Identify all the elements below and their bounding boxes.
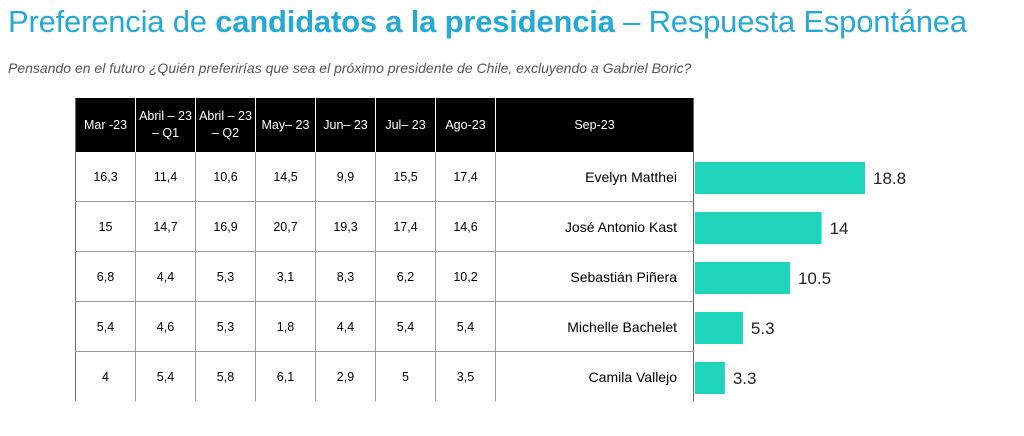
table-cell: 20,7: [255, 201, 316, 252]
table-cell: 10,2: [435, 251, 496, 302]
bar-value-label: 3.3: [733, 369, 757, 388]
table-cell: 5,4: [75, 301, 136, 352]
table-cell: 3,1: [255, 251, 316, 302]
table-cell: 15: [75, 201, 136, 252]
table-cell: 14,7: [135, 201, 196, 252]
table-cell: 15,5: [375, 152, 436, 202]
table-row: 4 5,4 5,8 6,1 2,9 5 3,5 Camila Vallejo: [76, 351, 694, 401]
candidate-name: José Antonio Kast: [495, 201, 694, 252]
bar-1: [695, 212, 822, 244]
table-cell: 5: [375, 351, 436, 401]
table-cell: 17,4: [435, 152, 496, 202]
table-body: 16,3 11,4 10,6 14,5 9,9 15,5 17,4 Evelyn Matthe…: [75, 152, 694, 401]
candidate-name: Evelyn Matthei: [495, 152, 694, 202]
table-cell: 4,4: [315, 301, 376, 352]
table-cell: 16,9: [195, 201, 256, 252]
title-bold-part: candidatos a la presidencia: [215, 4, 615, 39]
table-header-row: Mar -23 Abril – 23 – Q1 Abril – 23 – Q2 May…: [75, 98, 694, 152]
bar-value-label: 5.3: [751, 319, 775, 338]
column-header: Abril – 23 – Q1: [135, 98, 196, 152]
column-header: Abril – 23 – Q2: [195, 98, 256, 152]
table-cell: 2,9: [315, 351, 376, 401]
table-cell: 5,3: [195, 251, 256, 302]
column-header: Ago-23: [435, 98, 496, 152]
table-cell: 6,8: [75, 251, 136, 302]
column-header: Sep-23: [495, 98, 694, 152]
table-cell: 4,4: [135, 251, 196, 302]
column-header: May– 23: [255, 98, 316, 152]
bar-4: [695, 362, 725, 394]
table-cell: 5,4: [435, 301, 496, 352]
candidate-name: Michelle Bachelet: [495, 301, 694, 352]
table-cell: 6,2: [375, 251, 436, 302]
table-cell: 3,5: [435, 351, 496, 401]
bar-2: [695, 262, 790, 294]
column-header: Jul– 23: [375, 98, 436, 152]
table-cell: 5,4: [375, 301, 436, 352]
table-cell: 17,4: [375, 201, 436, 252]
table-cell: 4,6: [135, 301, 196, 352]
table-row: 6,8 4,4 5,3 3,1 8,3 6,2 10,2 Sebastián Piñera: [75, 251, 694, 302]
table-cell: 10,6: [195, 152, 256, 202]
table-cell: 16,3: [75, 152, 136, 202]
table-row: 16,3 11,4 10,6 14,5 9,9 15,5 17,4 Evelyn Matthe…: [75, 152, 694, 202]
bar-value-label: 14: [830, 219, 849, 238]
title-part-2: – Respuesta Espontánea: [614, 4, 967, 39]
table-cell: 4: [102, 369, 109, 384]
column-header: Mar -23: [75, 98, 136, 152]
table-cell: 19,3: [315, 201, 376, 252]
table-cell: 6,1: [255, 351, 316, 401]
table-cell: 14,5: [255, 152, 316, 202]
table-cell: 5,4: [135, 351, 196, 401]
table-cell: 8,3: [315, 251, 376, 302]
table-cell: 5,8: [195, 351, 256, 401]
table-cell: 11,4: [135, 152, 196, 202]
table-cell: 5,3: [195, 301, 256, 352]
table-cell: 9,9: [315, 152, 376, 202]
bar-3: [695, 312, 743, 344]
candidate-name: Camila Vallejo: [495, 351, 694, 401]
table-cell: 14,6: [435, 201, 496, 252]
column-header: Jun– 23: [315, 98, 376, 152]
table-cell: 1,8: [255, 301, 316, 352]
survey-table: Mar -23 Abril – 23 – Q1 Abril – 23 – Q2 May…: [75, 98, 694, 401]
title-part-1: Preferencia de: [8, 4, 216, 39]
bar-0: [695, 162, 865, 194]
bar-value-label: 18.8: [873, 169, 906, 188]
page-title: Preferencia de candidatos a la presidenc…: [8, 4, 967, 40]
table-row: 15 14,7 16,9 20,7 19,3 17,4 14,6 José Antonio K…: [75, 201, 694, 252]
bar-value-label: 10.5: [798, 269, 831, 288]
candidate-name: Sebastián Piñera: [495, 251, 694, 302]
question-subtitle: Pensando en el futuro ¿Quién preferirías…: [8, 60, 692, 76]
table-row: 5,4 4,6 5,3 1,8 4,4 5,4 5,4 Michelle Bachelet: [75, 301, 694, 352]
